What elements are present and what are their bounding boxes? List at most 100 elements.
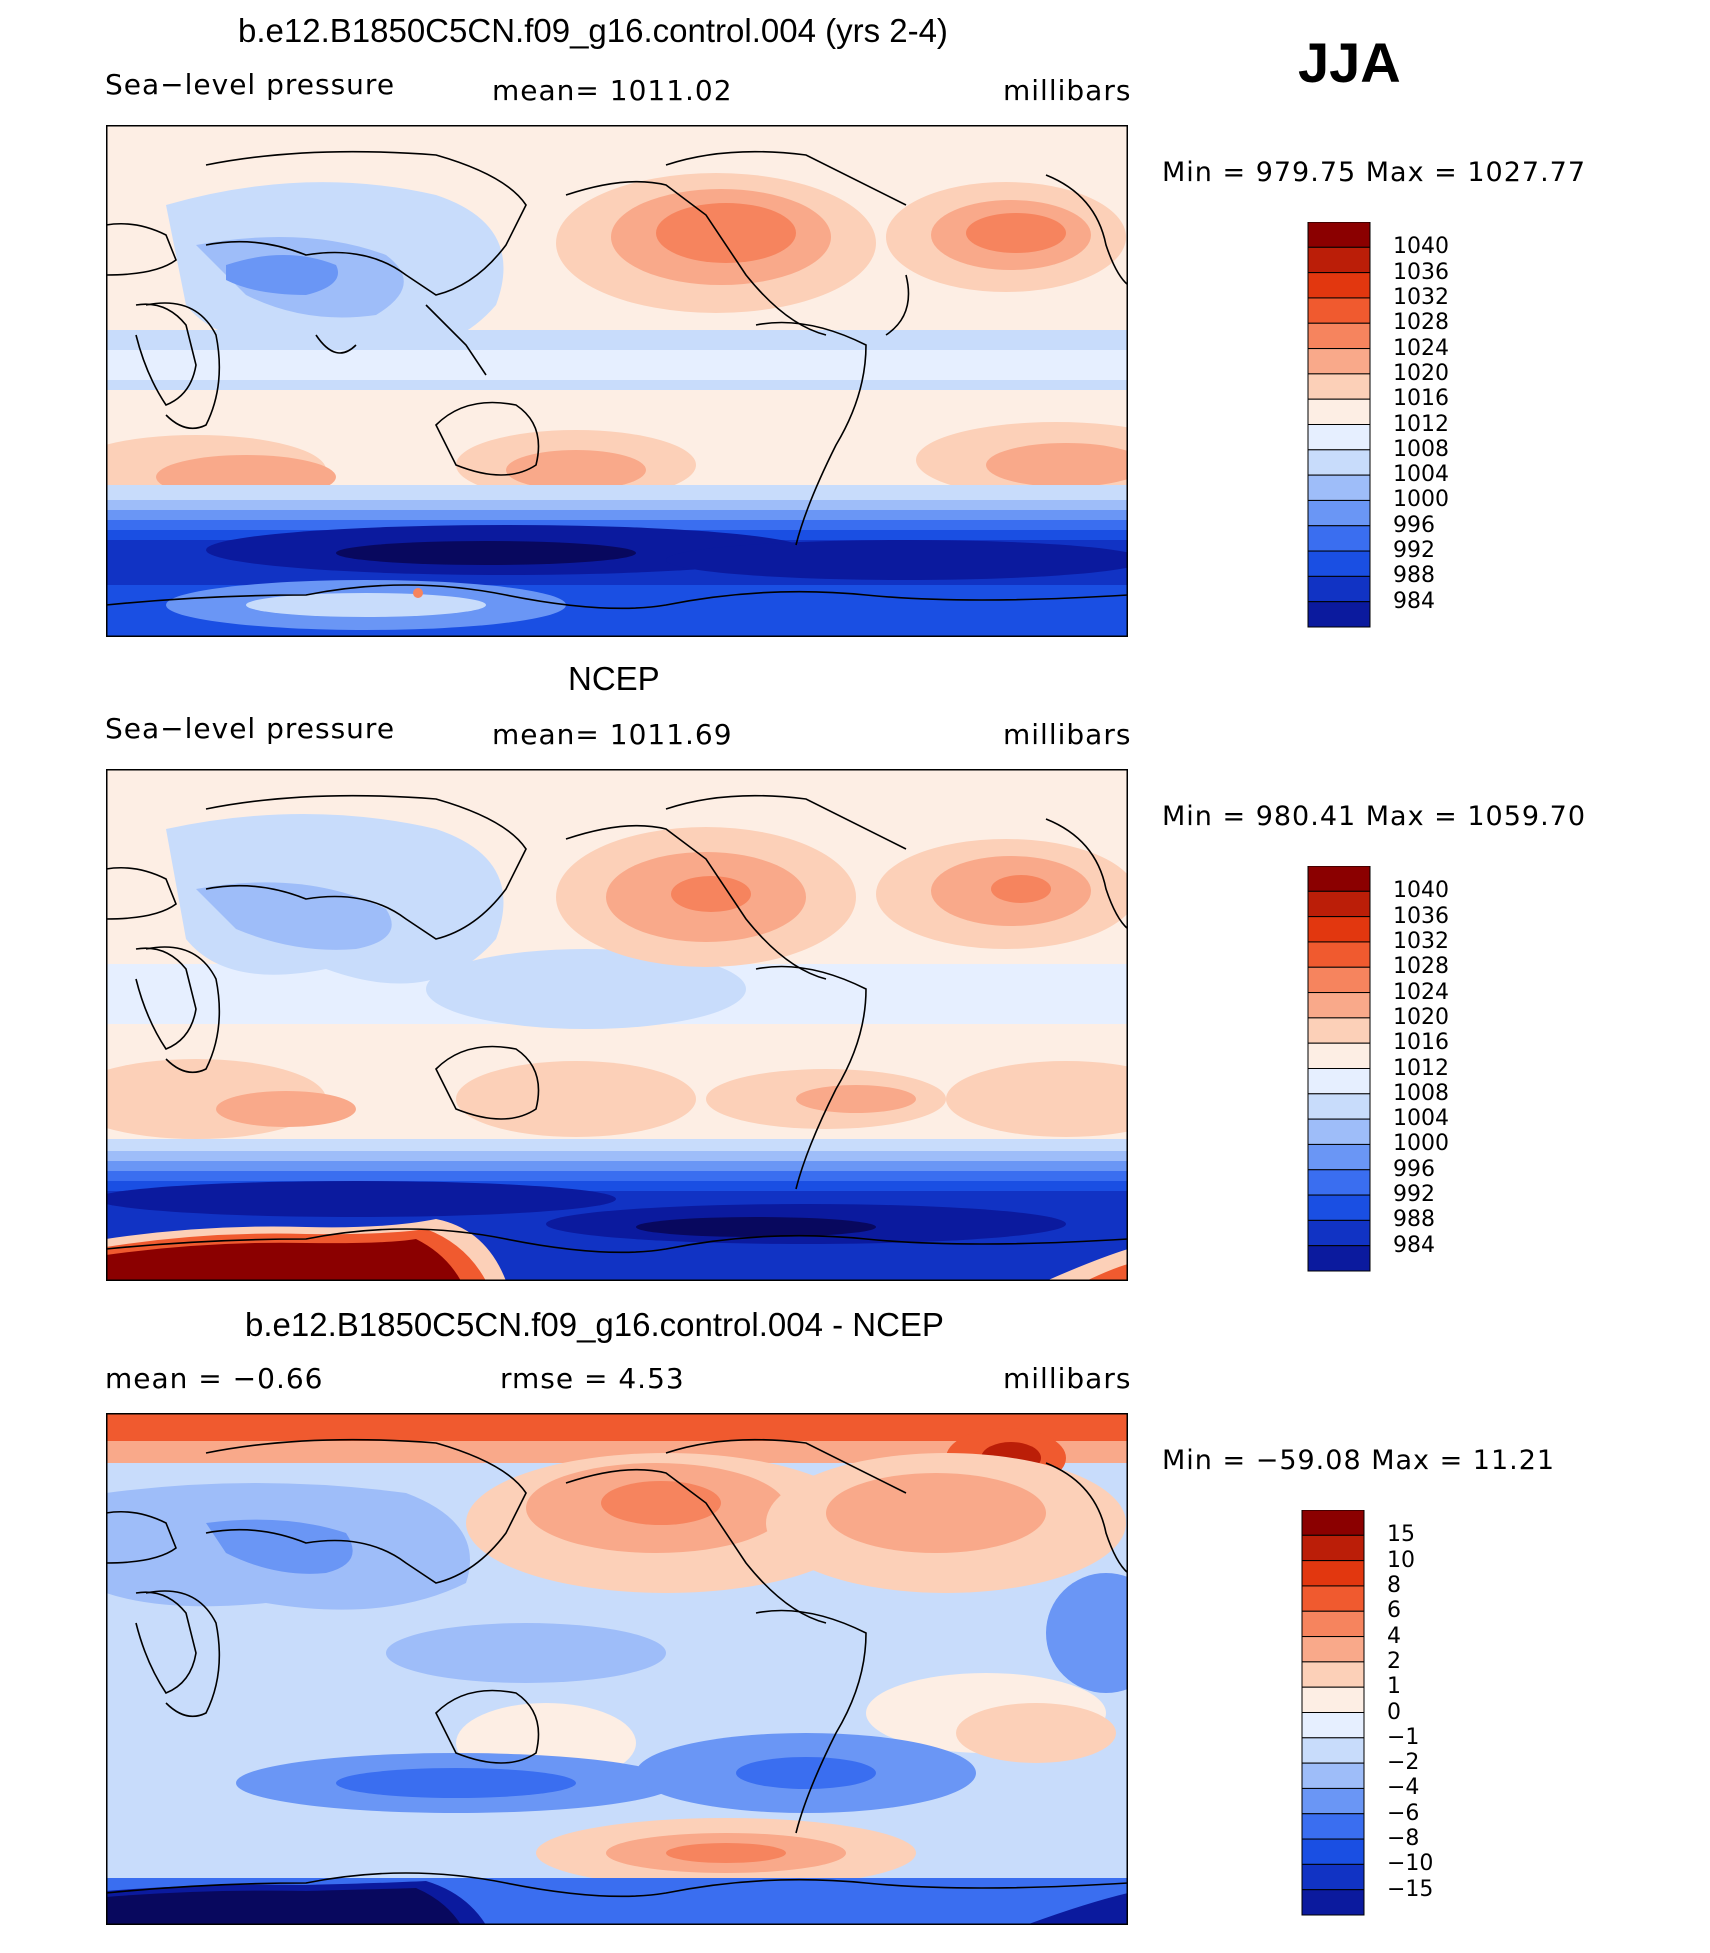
panel3-rmse: rmse = 4.53: [500, 1362, 685, 1395]
panel3-title: b.e12.B1850C5CN.f09_g16.control.004 - NC…: [245, 1306, 944, 1343]
colorbar-tick-label: 992: [1393, 1182, 1435, 1208]
colorbar-tick-label: 988: [1393, 563, 1435, 589]
colorbar-box: [1307, 499, 1371, 527]
colorbar-box: [1307, 966, 1371, 994]
panel2-units: millibars: [1003, 718, 1132, 751]
colorbar-box: [1307, 941, 1371, 968]
colorbar-tick-label: 1032: [1393, 928, 1449, 954]
colorbar-tick-label: 1016: [1393, 386, 1449, 412]
season-label: JJA: [1298, 31, 1401, 94]
colorbar-box: [1301, 1636, 1365, 1663]
panel3-colorbar: [1301, 1510, 1365, 1916]
colorbar-tick-label: 1024: [1393, 335, 1449, 361]
colorbar-box: [1307, 1042, 1371, 1069]
colorbar-box: [1307, 272, 1371, 299]
colorbar-tick-label: 992: [1393, 538, 1435, 564]
colorbar-box: [1307, 992, 1371, 1019]
colorbar-tick-label: 1028: [1393, 310, 1449, 336]
colorbar-box: [1307, 1219, 1371, 1247]
colorbar-box: [1307, 1017, 1371, 1044]
colorbar-tick-label: 15: [1387, 1522, 1415, 1548]
colorbar-box: [1307, 398, 1371, 425]
panel2-mean: mean= 1011.69: [492, 718, 733, 751]
panel1-left-label: Sea−level pressure: [105, 68, 396, 101]
colorbar-tick-label: 1000: [1393, 487, 1449, 513]
colorbar-box: [1307, 322, 1371, 350]
panel2-map: [106, 769, 1128, 1281]
colorbar-tick-label: −10: [1387, 1851, 1434, 1877]
colorbar-box: [1301, 1762, 1365, 1789]
colorbar-tick-label: 2: [1387, 1648, 1401, 1674]
panel1-map: [106, 125, 1128, 637]
colorbar-tick-label: 1000: [1393, 1131, 1449, 1157]
colorbar-tick-label: 1040: [1393, 234, 1449, 260]
colorbar-box: [1301, 1610, 1365, 1638]
colorbar-tick-label: 984: [1393, 588, 1435, 614]
colorbar-tick-label: 1036: [1393, 259, 1449, 285]
colorbar-tick-label: 1004: [1393, 1106, 1449, 1132]
colorbar-box: [1301, 1510, 1365, 1536]
colorbar-box: [1301, 1787, 1365, 1815]
colorbar-tick-label: 996: [1393, 512, 1435, 538]
colorbar-box: [1307, 449, 1371, 476]
colorbar-box: [1307, 474, 1371, 501]
panel2-minmax: Min = 980.41 Max = 1059.70: [1162, 801, 1587, 832]
colorbar-box: [1307, 1118, 1371, 1145]
colorbar-tick-label: 1032: [1393, 284, 1449, 310]
colorbar-box: [1307, 297, 1371, 324]
colorbar-box: [1307, 1068, 1371, 1095]
colorbar-tick-label: 1040: [1393, 878, 1449, 904]
colorbar-tick-label: 1016: [1393, 1030, 1449, 1056]
colorbar-box: [1307, 348, 1371, 375]
colorbar-box: [1307, 246, 1371, 274]
colorbar-box: [1307, 1194, 1371, 1221]
colorbar-tick-label: −4: [1387, 1775, 1420, 1801]
colorbar-tick-label: −8: [1387, 1826, 1420, 1852]
colorbar-tick-label: −6: [1387, 1800, 1420, 1826]
colorbar-tick-label: 1: [1387, 1674, 1401, 1700]
panel2-title: NCEP: [568, 660, 660, 697]
colorbar-tick-label: 1024: [1393, 979, 1449, 1005]
panel1-title: b.e12.B1850C5CN.f09_g16.control.004 (yrs…: [238, 12, 948, 49]
panel2-colorbar: [1307, 866, 1371, 1272]
colorbar-tick-label: 1008: [1393, 1080, 1449, 1106]
colorbar-box: [1301, 1560, 1365, 1587]
colorbar-box: [1301, 1889, 1365, 1916]
colorbar-tick-label: 984: [1393, 1232, 1435, 1258]
colorbar-box: [1307, 1169, 1371, 1196]
colorbar-box: [1301, 1863, 1365, 1891]
colorbar-box: [1307, 424, 1371, 451]
colorbar-box: [1301, 1534, 1365, 1562]
colorbar-tick-label: 1012: [1393, 1055, 1449, 1081]
panel1-minmax: Min = 979.75 Max = 1027.77: [1162, 157, 1587, 188]
colorbar-tick-label: 996: [1393, 1156, 1435, 1182]
colorbar-box: [1307, 525, 1371, 552]
colorbar-box: [1307, 1093, 1371, 1120]
colorbar-box: [1301, 1686, 1365, 1713]
colorbar-tick-label: −2: [1387, 1750, 1420, 1776]
colorbar-tick-label: 1012: [1393, 411, 1449, 437]
colorbar-tick-label: 988: [1393, 1207, 1435, 1233]
colorbar-tick-label: −15: [1387, 1876, 1434, 1902]
colorbar-box: [1301, 1661, 1365, 1688]
colorbar-box: [1301, 1585, 1365, 1612]
panel1-units: millibars: [1003, 74, 1132, 107]
panel1-mean: mean= 1011.02: [492, 74, 733, 107]
colorbar-box: [1307, 866, 1371, 892]
colorbar-box: [1307, 222, 1371, 248]
panel3-mean: mean = −0.66: [105, 1362, 324, 1395]
panel3-minmax: Min = −59.08 Max = 11.21: [1162, 1445, 1556, 1476]
panel2-left-label: Sea−level pressure: [105, 712, 396, 745]
colorbar-tick-label: 8: [1387, 1572, 1401, 1598]
colorbar-tick-label: 6: [1387, 1598, 1401, 1624]
colorbar-box: [1301, 1712, 1365, 1739]
colorbar-tick-label: 4: [1387, 1623, 1401, 1649]
colorbar-box: [1307, 373, 1371, 400]
colorbar-box: [1307, 550, 1371, 577]
colorbar-box: [1307, 601, 1371, 628]
colorbar-tick-label: −1: [1387, 1724, 1420, 1750]
colorbar-tick-label: 1004: [1393, 462, 1449, 488]
colorbar-box: [1307, 1245, 1371, 1272]
colorbar-tick-label: 10: [1387, 1547, 1415, 1573]
colorbar-box: [1301, 1838, 1365, 1865]
